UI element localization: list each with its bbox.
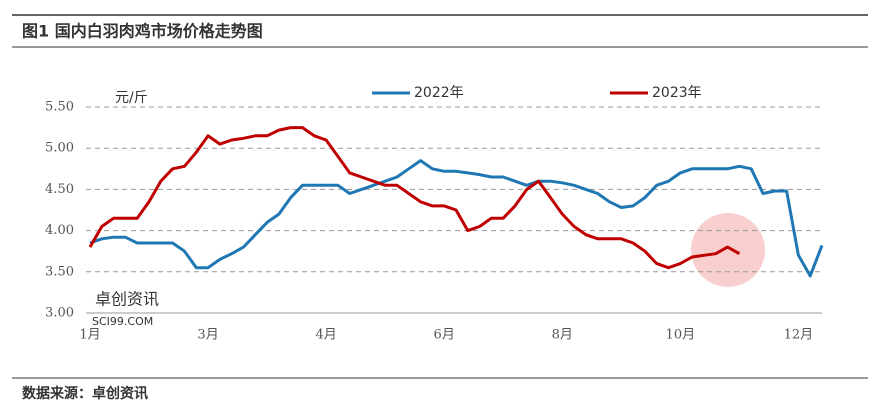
y-tick-label: 4.00 (45, 223, 74, 238)
watermark: SCI99.COM (92, 315, 153, 328)
y-tick-label: 5.00 (45, 141, 74, 156)
y-tick-label: 5.50 (45, 100, 74, 115)
y-tick-label: 3.50 (45, 264, 74, 279)
x-tick-label: 1月 (79, 328, 100, 343)
y-tick-label: 4.50 (45, 182, 74, 197)
watermark: 卓创资讯 (95, 290, 159, 309)
x-tick-label: 10月 (666, 328, 696, 343)
source: 数据来源：卓创资讯 (22, 385, 148, 402)
x-tick-label: 4月 (315, 328, 336, 343)
chart-title: 图1 国内白羽肉鸡市场价格走势图 (22, 22, 263, 41)
x-tick-label: 12月 (784, 328, 814, 343)
series-line (89, 159, 824, 278)
legend-label: 2023年 (652, 85, 702, 101)
y-tick-label: 3.00 (45, 306, 74, 321)
y-axis-label: 元/斤 (115, 90, 148, 106)
x-tick-label: 6月 (434, 328, 455, 343)
legend-label: 2022年 (414, 85, 464, 101)
x-tick-label: 8月 (552, 328, 573, 343)
x-tick-label: 3月 (197, 328, 218, 343)
series-line (88, 126, 741, 270)
highlight-circle (691, 213, 765, 287)
